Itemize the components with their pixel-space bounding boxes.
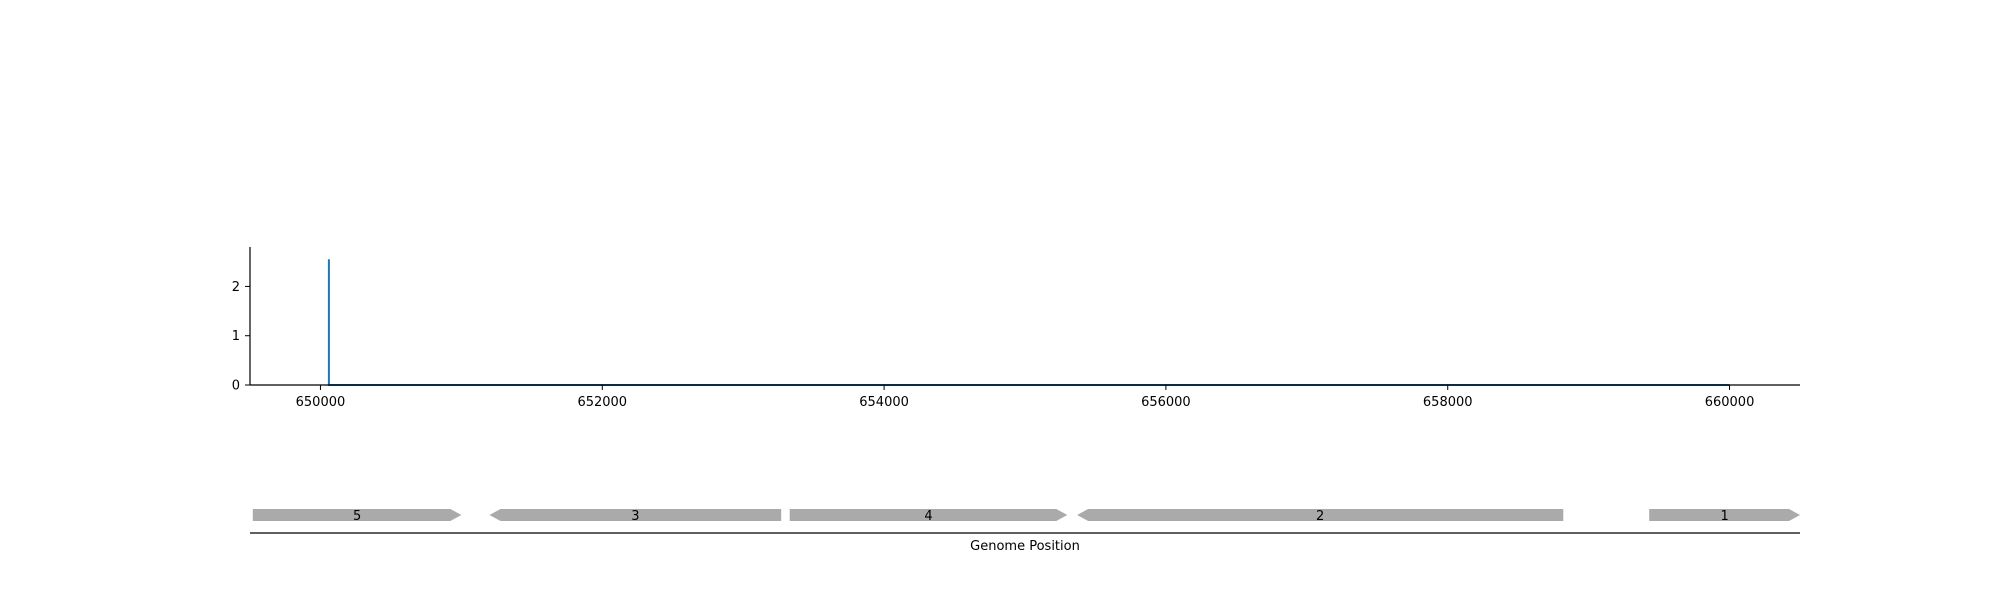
x-tick-label: 658000: [1423, 395, 1473, 410]
x-tick-label: 650000: [296, 395, 346, 410]
gene-label: 5: [353, 509, 361, 524]
series-line-1: [327, 259, 1730, 386]
gene-label: 4: [924, 509, 932, 524]
gene-arrow-5: [252, 509, 462, 521]
gene-arrow-1: [1649, 509, 1800, 521]
y-ticks: 0 1 2: [232, 280, 250, 394]
x-ticks: 650000 652000 654000 656000 658000 660000: [296, 385, 1755, 410]
gene-label: 3: [631, 509, 639, 524]
y-tick-label: 1: [232, 329, 240, 344]
gene-arrow-2: [1077, 509, 1564, 521]
track-x-axis-label: Genome Position: [970, 539, 1080, 554]
x-tick-label: 660000: [1705, 395, 1755, 410]
x-tick-label: 656000: [1141, 395, 1191, 410]
series-layer: [327, 259, 1730, 386]
x-tick-label: 654000: [859, 395, 909, 410]
gene-label: 2: [1316, 509, 1324, 524]
genes-layer: 5 3 4 2 1: [252, 509, 1800, 524]
gene-arrow-4: [789, 509, 1068, 521]
gene-track: 5 3 4 2 1 Genome Position: [250, 509, 1800, 554]
gene-label: 1: [1720, 509, 1728, 524]
y-tick-label: 2: [232, 280, 240, 295]
coverage-plot: 650000 652000 654000 656000 658000 660000 0 1 2: [232, 247, 1800, 410]
x-tick-label: 652000: [577, 395, 627, 410]
y-tick-label: 0: [232, 379, 240, 394]
gene-arrow-3: [489, 509, 782, 521]
